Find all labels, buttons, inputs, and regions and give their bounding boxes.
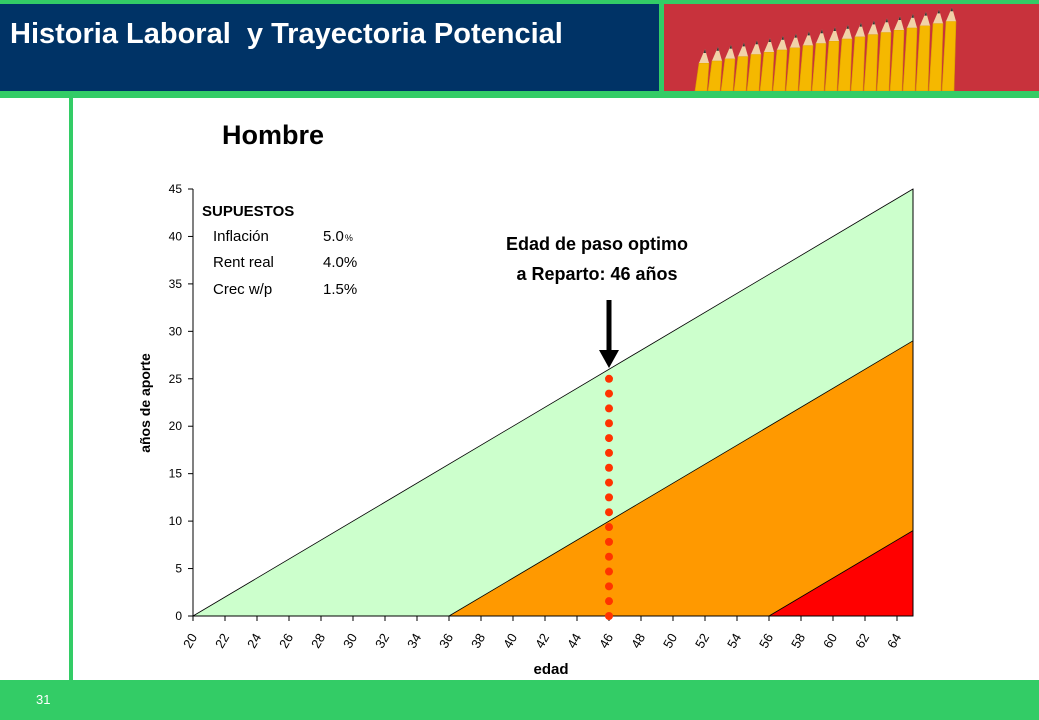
x-tick-label: 64	[884, 631, 904, 651]
pencil-icon	[837, 24, 853, 91]
pencil-icon	[863, 20, 879, 91]
marker-dot	[605, 419, 613, 428]
area-series-3	[767, 529, 914, 617]
x-tick-label: 30	[340, 631, 360, 651]
assumptions-heading: SUPUESTOS	[202, 203, 294, 220]
pencil-icon	[733, 42, 749, 91]
marker-dot	[605, 493, 613, 502]
assumption-value: 5.0%	[323, 228, 353, 245]
x-tick-label: 56	[756, 631, 776, 651]
y-tick-label: 25	[169, 372, 183, 386]
left-rule	[69, 98, 73, 680]
marker-dot	[605, 582, 613, 591]
x-tick-label: 60	[820, 631, 840, 651]
x-tick-label: 38	[468, 631, 488, 651]
arrow-head	[599, 350, 619, 368]
x-tick-label: 52	[692, 631, 712, 651]
x-tick-label: 48	[628, 631, 648, 651]
plot-area	[193, 189, 913, 616]
x-tick-label: 44	[564, 631, 584, 651]
pencil-icon	[850, 22, 866, 91]
area-series-2	[447, 340, 914, 617]
title-box: Historia Laboral y Trayectoria Potencial	[0, 4, 659, 91]
chart-title: Hombre	[222, 120, 325, 150]
pencil-icon	[798, 31, 814, 91]
pencil-icon	[941, 7, 957, 91]
annotation-line-2: a Reparto: 46 años	[516, 264, 677, 284]
pencil-icon	[746, 40, 762, 91]
x-tick-label: 54	[724, 631, 744, 651]
y-tick-label: 20	[169, 419, 183, 433]
pencil-icon	[720, 44, 736, 91]
x-tick-label: 58	[788, 631, 808, 651]
marker-dot	[605, 597, 613, 606]
x-axis-label: edad	[533, 661, 568, 678]
pencil-image	[664, 4, 1039, 91]
marker-dot	[605, 374, 613, 383]
assumption-label: Rent real	[213, 254, 274, 271]
x-tick-label: 20	[180, 631, 200, 651]
y-axis-label: años de aporte	[137, 353, 153, 453]
slide-title: Historia Laboral y Trayectoria Potencial	[10, 18, 563, 50]
marker-dot	[605, 448, 613, 457]
pencil-icon	[889, 16, 905, 91]
pencil-icon	[902, 13, 918, 91]
x-tick-label: 42	[532, 631, 552, 651]
pencil-icon	[811, 29, 827, 91]
y-tick-label: 30	[169, 324, 183, 338]
marker-dot	[605, 567, 613, 576]
assumption-value: 4.0%	[323, 254, 357, 271]
y-tick-label: 10	[169, 514, 183, 528]
pencil-icon	[694, 49, 710, 91]
assumption-label: Crec w/p	[213, 281, 272, 298]
assumption-label: Inflación	[213, 228, 269, 245]
x-tick-label: 34	[404, 631, 424, 651]
x-tick-label: 36	[436, 631, 456, 651]
marker-dot	[605, 478, 613, 487]
x-tick-label: 40	[500, 631, 520, 651]
x-tick-label: 22	[212, 631, 232, 651]
assumption-value: 1.5%	[323, 281, 357, 298]
x-tick-label: 32	[372, 631, 392, 651]
y-tick-label: 45	[169, 182, 183, 196]
marker-dot	[605, 537, 613, 546]
pencils-illustration	[694, 7, 957, 91]
y-tick-label: 0	[175, 609, 182, 623]
pencil-icon	[915, 11, 931, 91]
marker-dot	[605, 389, 613, 398]
pencil-icon	[824, 27, 840, 91]
pencil-icon	[759, 38, 775, 91]
x-tick-label: 26	[276, 631, 296, 651]
marker-dot	[605, 508, 613, 517]
pencil-icon	[785, 33, 801, 91]
x-tick-label: 28	[308, 631, 328, 651]
annotation-line-1: Edad de paso optimo	[506, 234, 688, 254]
page-number: 31	[36, 692, 51, 707]
y-tick-label: 40	[169, 229, 183, 243]
y-tick-label: 15	[169, 467, 183, 481]
marker-dot	[605, 404, 613, 413]
pencil-icon	[928, 9, 944, 91]
area-series-1	[191, 188, 914, 617]
y-tick-label: 5	[175, 562, 182, 576]
marker-dot	[605, 434, 613, 443]
marker-dot	[605, 612, 613, 620]
marker-dot	[605, 463, 613, 472]
pencil-icon	[707, 46, 723, 91]
marker-dot	[605, 523, 613, 532]
marker-dot	[605, 552, 613, 561]
pencil-icon	[772, 35, 788, 91]
x-tick-label: 62	[852, 631, 872, 651]
pencil-icon	[876, 18, 892, 91]
footer-band	[0, 680, 1039, 720]
assumption-unit: %	[345, 233, 353, 243]
x-tick-label: 46	[596, 631, 616, 651]
x-tick-label: 24	[244, 631, 264, 651]
x-tick-label: 50	[660, 631, 680, 651]
y-tick-label: 35	[169, 277, 183, 291]
